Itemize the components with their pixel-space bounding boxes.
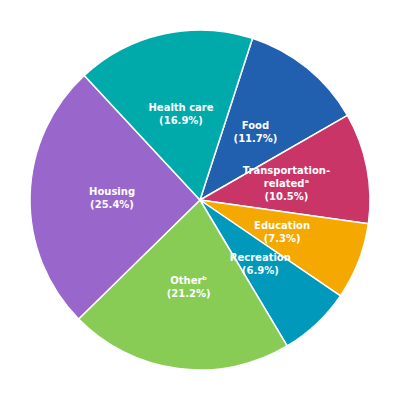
svg-text:(16.9%): (16.9%) — [159, 115, 203, 126]
svg-text:(10.5%): (10.5%) — [264, 191, 308, 202]
svg-text:(6.9%): (6.9%) — [242, 265, 279, 276]
svg-text:Education: Education — [254, 220, 310, 231]
svg-text:(25.4%): (25.4%) — [90, 199, 134, 210]
svg-text:(7.3%): (7.3%) — [264, 233, 301, 244]
svg-text:Transportation-: Transportation- — [243, 165, 330, 176]
svg-text:Housing: Housing — [89, 186, 135, 197]
svg-text:(21.2%): (21.2%) — [167, 288, 211, 299]
svg-text:Health care: Health care — [148, 102, 213, 113]
svg-text:(11.7%): (11.7%) — [234, 133, 278, 144]
svg-text:Food: Food — [242, 120, 269, 131]
svg-text:Recreation: Recreation — [230, 252, 291, 263]
svg-text:relatedᵃ: relatedᵃ — [264, 178, 310, 189]
svg-text:Otherᵇ: Otherᵇ — [170, 275, 207, 286]
